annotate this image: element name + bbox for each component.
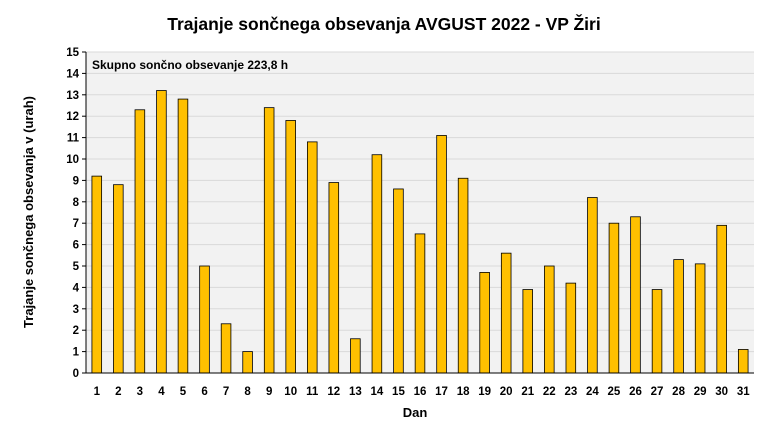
y-tick-label: 7 bbox=[73, 218, 79, 230]
x-tick-label: 21 bbox=[521, 386, 534, 398]
x-axis-title: Dan bbox=[403, 405, 428, 420]
bar-day-6 bbox=[199, 265, 210, 374]
y-tick-label: 10 bbox=[66, 154, 79, 166]
chart-title: Trajanje sončnega obsevanja AVGUST 2022 … bbox=[167, 13, 600, 34]
y-tick-label: 2 bbox=[73, 325, 79, 337]
bar-day-26 bbox=[630, 216, 641, 374]
bar-day-30 bbox=[716, 224, 727, 374]
x-tick-label: 20 bbox=[500, 386, 513, 398]
y-tick-label: 14 bbox=[66, 68, 79, 80]
x-tick-label: 28 bbox=[672, 386, 685, 398]
x-tick-label: 16 bbox=[414, 386, 427, 398]
bar-day-12 bbox=[328, 182, 340, 374]
x-tick-label: 14 bbox=[371, 386, 384, 398]
gridlines bbox=[86, 51, 754, 353]
y-axis-title: Trajanje sončnega obsevanja v (urah) bbox=[21, 96, 36, 328]
bar-day-4 bbox=[156, 90, 167, 374]
x-tick-label: 26 bbox=[629, 386, 642, 398]
x-tick-label: 19 bbox=[478, 386, 491, 398]
bar-day-18 bbox=[457, 177, 469, 374]
x-tick-label: 3 bbox=[137, 386, 143, 398]
bar-day-23 bbox=[565, 282, 577, 374]
y-tick-label: 0 bbox=[73, 368, 79, 380]
bar-day-8 bbox=[242, 351, 253, 374]
x-tick-label: 5 bbox=[180, 386, 187, 398]
y-tick-label: 9 bbox=[73, 175, 79, 187]
x-tick-label: 27 bbox=[651, 386, 664, 398]
bar-day-16 bbox=[414, 233, 426, 374]
x-tick-label: 22 bbox=[543, 386, 556, 398]
x-tick-label: 10 bbox=[284, 386, 297, 398]
x-tick-label: 13 bbox=[349, 386, 362, 398]
x-tick-label: 1 bbox=[94, 386, 101, 398]
bar-day-11 bbox=[307, 141, 318, 374]
bar-day-20 bbox=[500, 252, 512, 374]
y-tick-label: 5 bbox=[73, 261, 80, 273]
bar-day-25 bbox=[608, 222, 620, 374]
bar-day-5 bbox=[177, 98, 189, 374]
total-sunshine-annotation: Skupno sončno obsevanje 223,8 h bbox=[92, 58, 288, 72]
x-tick-label: 8 bbox=[244, 386, 251, 398]
y-tick-label: 13 bbox=[66, 90, 79, 102]
bar-day-22 bbox=[544, 265, 555, 374]
x-tick-label: 15 bbox=[392, 386, 405, 398]
x-tick-label: 4 bbox=[158, 386, 165, 398]
bar-day-15 bbox=[393, 188, 404, 374]
x-tick-label: 29 bbox=[694, 386, 707, 398]
y-tick-label: 11 bbox=[67, 133, 80, 145]
y-tick-label: 12 bbox=[66, 111, 79, 123]
bar-day-19 bbox=[479, 272, 490, 374]
y-tick-label: 3 bbox=[73, 304, 79, 316]
bar-day-17 bbox=[436, 135, 447, 374]
y-tick-label: 1 bbox=[73, 347, 80, 359]
y-tick-label: 15 bbox=[66, 47, 79, 59]
bar-day-31 bbox=[737, 349, 749, 374]
x-tick-label: 6 bbox=[201, 386, 207, 398]
bar-day-27 bbox=[651, 289, 663, 374]
x-tick-label: 17 bbox=[435, 386, 448, 398]
bar-day-28 bbox=[673, 259, 684, 374]
bar-day-1 bbox=[91, 175, 103, 374]
bar-day-13 bbox=[350, 338, 361, 374]
bar-day-9 bbox=[263, 107, 275, 374]
bar-day-21 bbox=[522, 289, 533, 374]
x-tick-label: 23 bbox=[564, 386, 577, 398]
y-tick-label: 4 bbox=[73, 282, 80, 294]
x-tick-label: 18 bbox=[457, 386, 470, 398]
x-tick-labels: 1 2 3 4 5 6 7 8 9 10 11 12 13 14 15 16 17 18 19 20 21 22 23 24 2… bbox=[94, 386, 751, 398]
bar-day-14 bbox=[371, 154, 383, 374]
bar-day-3 bbox=[134, 109, 146, 374]
y-tick-label: 8 bbox=[73, 197, 80, 209]
axes bbox=[85, 52, 754, 374]
bar-day-10 bbox=[285, 120, 296, 374]
x-tick-label: 9 bbox=[266, 386, 272, 398]
bar-day-7 bbox=[220, 323, 232, 374]
y-tick-label: 6 bbox=[73, 240, 79, 252]
bar-day-29 bbox=[694, 263, 706, 374]
x-tick-label: 25 bbox=[608, 386, 621, 398]
x-tick-label: 11 bbox=[306, 386, 319, 398]
x-tick-label: 31 bbox=[737, 386, 750, 398]
x-tick-label: 7 bbox=[223, 386, 229, 398]
x-tick-label: 24 bbox=[586, 386, 599, 398]
x-tick-label: 30 bbox=[715, 386, 728, 398]
x-tick-label: 12 bbox=[327, 386, 340, 398]
bar-day-24 bbox=[587, 197, 598, 374]
bar-day-2 bbox=[113, 184, 124, 374]
x-tick-label: 2 bbox=[115, 386, 121, 398]
